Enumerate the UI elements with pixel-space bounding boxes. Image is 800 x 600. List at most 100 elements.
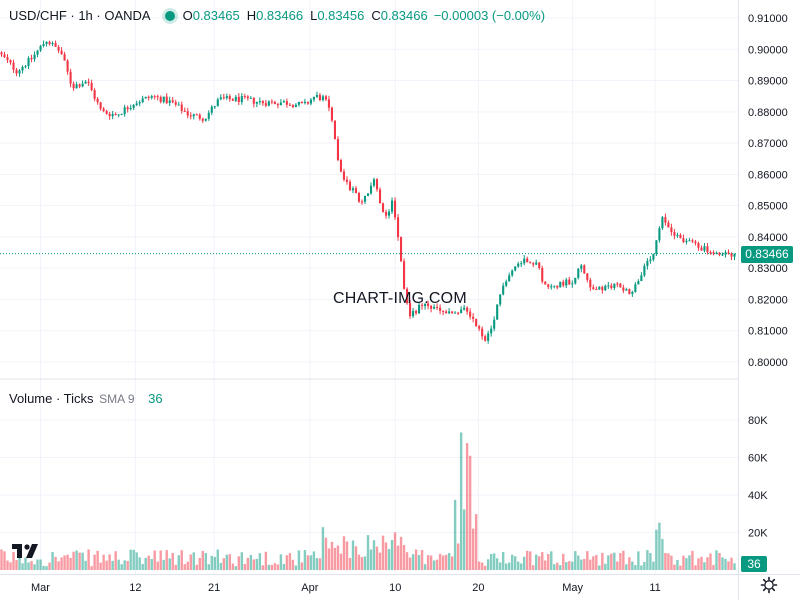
candle-body	[508, 275, 511, 282]
volume-bar	[444, 554, 448, 570]
volume-bar	[135, 552, 138, 570]
candle-body	[526, 258, 529, 263]
volume-bar	[565, 562, 568, 570]
volume-bar	[363, 556, 367, 570]
candle-body	[273, 101, 276, 104]
candle-body	[589, 279, 592, 288]
candle-body	[688, 240, 691, 242]
candle-body	[670, 227, 673, 233]
candle-body	[102, 108, 105, 112]
volume-tick-label: 80K	[748, 415, 768, 427]
volume-bar	[225, 554, 229, 570]
volume-bar	[712, 564, 715, 570]
candle-body	[679, 235, 682, 239]
volume-bar	[604, 563, 607, 570]
candle-body	[577, 268, 580, 278]
candle-body	[628, 289, 631, 295]
volume-bar	[550, 551, 553, 570]
market-status-icon[interactable]	[164, 10, 175, 21]
candle-body	[481, 328, 484, 337]
volume-legend[interactable]: Volume · Ticks SMA 9 36	[9, 391, 163, 406]
candle-body	[646, 260, 649, 266]
volume-bar	[102, 554, 105, 570]
candle-body	[700, 247, 703, 251]
candle-body	[318, 94, 321, 101]
volume-title: Volume · Ticks	[9, 391, 94, 406]
candle-body	[69, 71, 72, 84]
candle-body	[63, 54, 66, 61]
tradingview-logo-icon[interactable]	[10, 540, 40, 562]
volume-bar	[381, 535, 385, 570]
candle-body	[234, 96, 237, 101]
volume-bar	[201, 550, 204, 570]
volume-bar	[120, 564, 123, 570]
volume-bar	[592, 556, 595, 570]
candle-body	[141, 98, 144, 103]
volume-bar	[270, 564, 274, 570]
candle-body	[309, 99, 312, 104]
volume-bar	[718, 552, 721, 570]
candle-body	[634, 284, 637, 293]
volume-bar	[429, 555, 433, 570]
candle-body	[66, 60, 69, 72]
candle-body	[412, 310, 415, 317]
candle-body	[724, 252, 727, 255]
volume-bar	[72, 551, 75, 570]
candle-body	[264, 103, 267, 106]
time-tick-label: 21	[208, 582, 220, 594]
candle-body	[165, 96, 168, 104]
candle-body	[396, 217, 400, 238]
candle-body	[0, 52, 3, 55]
time-tick-label: Mar	[31, 582, 50, 594]
volume-bar	[510, 554, 514, 570]
volume-bar	[459, 432, 463, 570]
volume-bar	[649, 553, 652, 570]
volume-bar	[27, 562, 30, 570]
candle-body	[171, 100, 174, 103]
candle-body	[261, 101, 264, 104]
candle-body	[57, 46, 60, 51]
volume-bar	[553, 564, 556, 570]
volume-bar	[186, 561, 189, 570]
candle-body	[399, 237, 403, 262]
candle-body	[592, 287, 595, 290]
candle-body	[553, 285, 556, 287]
candle-body	[240, 96, 243, 103]
volume-bar	[721, 557, 724, 570]
volume-bar	[697, 558, 700, 570]
candle-body	[604, 285, 607, 291]
volume-bar	[526, 550, 529, 570]
price-axis: 0.91000 0.90000 0.89000 0.88000 0.87000 0.860…	[748, 13, 788, 369]
volume-bar	[378, 552, 382, 570]
volume-bar	[357, 554, 361, 570]
candle-body	[78, 84, 81, 87]
volume-bar	[60, 557, 63, 570]
volume-bar	[670, 555, 673, 570]
volume-bar	[471, 528, 475, 570]
ohlc-high-value: 0.83466	[256, 8, 304, 23]
volume-bar	[105, 560, 108, 570]
candle-body	[231, 99, 234, 101]
candle-body	[255, 101, 258, 104]
candle-body	[607, 285, 610, 287]
volume-bar	[411, 554, 415, 570]
volume-bar	[492, 553, 496, 570]
candle-body	[568, 279, 571, 285]
candle-body	[9, 60, 12, 63]
candle-body	[126, 107, 129, 110]
candle-body	[721, 254, 724, 256]
symbol-title[interactable]: USD/CHF · 1h · OANDA	[9, 8, 151, 23]
candle-body	[703, 246, 706, 251]
volume-bar	[655, 529, 658, 570]
price-change: −0.00003 (−0.00%)	[433, 8, 546, 23]
volume-bar	[580, 559, 583, 570]
volume-bar	[480, 562, 484, 570]
volume-bar	[562, 553, 565, 570]
volume-bar	[336, 545, 340, 570]
gear-icon[interactable]	[760, 576, 778, 594]
volume-bar	[610, 553, 613, 570]
volume-bar	[147, 555, 150, 570]
volume-bar	[544, 560, 547, 570]
candle-body	[619, 283, 622, 288]
